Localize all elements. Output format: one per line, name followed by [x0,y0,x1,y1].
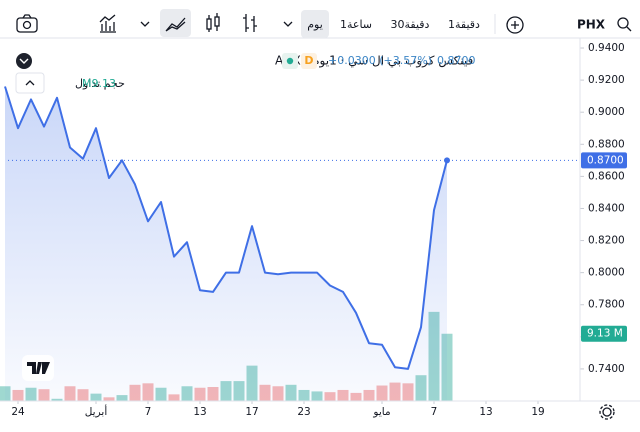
price-line [4,86,448,370]
volume-last-label: 9.13 M [587,328,623,340]
indicators-button[interactable] [99,14,116,33]
legend: فينكس كروب بي ال سي · 1يوم · ADX D +0.03… [15,53,476,94]
y-tick-label: 0.9000 [588,106,625,118]
y-tick-label: 0.8800 [588,138,625,150]
chart-type-menu[interactable] [140,21,150,27]
x-tick-label: 13 [193,406,206,418]
x-tick-label: 24 [11,406,25,418]
settings-button[interactable] [599,404,615,420]
legend-title: فينكس كروب بي ال سي · 1يوم · ADX [275,54,473,69]
x-tick-label: 17 [245,406,258,418]
last-point [444,157,450,164]
candle-button[interactable] [206,13,220,32]
tv-logo[interactable] [22,355,54,381]
area-icon [165,17,186,32]
interval-menu[interactable] [283,21,293,27]
y-tick-label: 0.9400 [588,42,625,54]
snapshot-button[interactable] [16,14,38,33]
last-price-label: 0.8700 [587,154,624,166]
x-tick-label: 7 [431,406,438,418]
x-tick-label: 19 [531,406,544,418]
volume-tag [581,325,627,342]
volume-value: M9.13 [82,77,116,90]
delay-badge: D [304,54,313,67]
interval[interactable]: 30دقيقة [391,18,430,31]
collapse-icon [25,80,35,86]
plot: 0.9400 0.9200 0.9000 0.8800 0.8600 0.8400 0.82… [0,42,627,418]
area-type-button[interactable] [160,9,191,37]
compare-button[interactable] [506,16,524,34]
search-button[interactable] [617,17,632,32]
interval[interactable]: 1دقيقة [448,18,480,31]
change: +0.0300 (+3.57%) [328,54,432,67]
last-price: 0.8700 [437,54,476,67]
y-tick-label: 0.8600 [588,170,625,182]
y-tick-label: 0.8000 [588,267,625,279]
interval[interactable]: 1ساعة [340,18,372,31]
bars-button[interactable] [243,14,257,32]
x-tick-label: 23 [297,406,310,418]
symbol-logo [16,53,32,69]
y-tick-label: 0.7400 [588,363,625,375]
x-tick-label: 7 [145,406,152,418]
y-tick-label: 0.7800 [588,299,625,311]
x-tick-label: 13 [479,406,492,418]
y-tick-label: 0.8200 [588,235,625,247]
x-tick-label: أبريل [85,404,108,418]
interval[interactable]: يوم [307,18,323,31]
x-tick-label: مايو [372,406,390,418]
y-tick-label: 0.8400 [588,202,625,214]
volume-title: حجم تداول [75,77,125,90]
last-price-tag [581,152,627,169]
area-fill [5,86,447,401]
y-tick-label: 0.9200 [588,74,625,86]
symbol[interactable]: PHX [577,18,606,32]
logo-mark [19,58,29,64]
market-status [286,57,294,65]
badge-bg [301,53,317,69]
toolbar: يوم 1ساعة 30دقيقة 1دقيقة PHX [0,9,640,39]
active-interval-bg [301,10,329,38]
collapse-button[interactable] [15,72,45,94]
